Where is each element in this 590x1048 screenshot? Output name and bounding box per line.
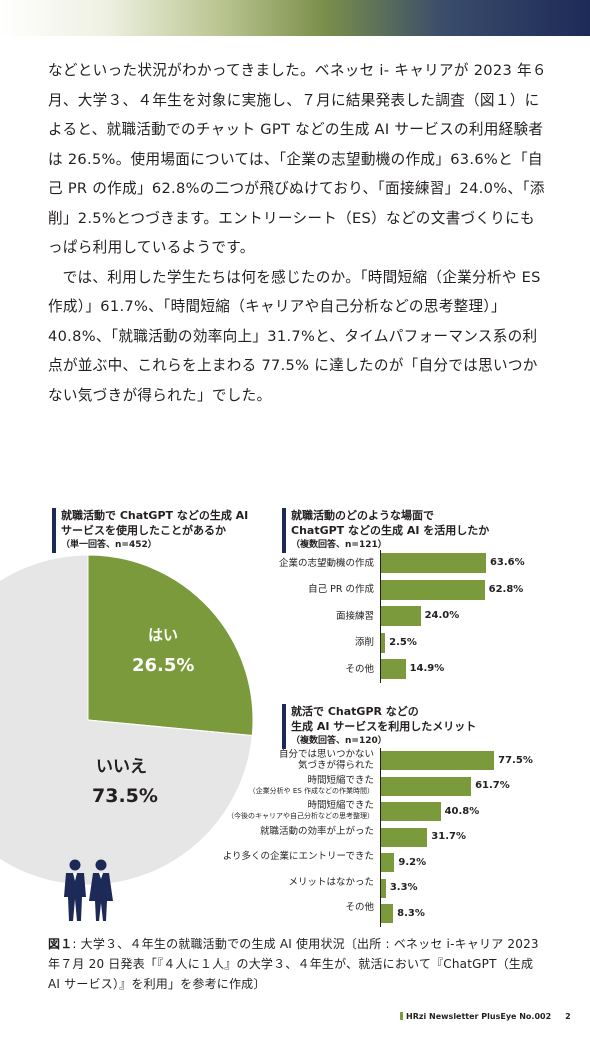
usage-title-line1: 就職活動のどのような場面で [291, 509, 434, 522]
bar2-axis [380, 748, 381, 927]
footer-mark [400, 1012, 403, 1020]
bar-category-label: 企業の志望動機の作成 [278, 557, 374, 569]
usage-scene-chart-title: 就職活動のどのような場面で ChatGPT などの生成 AI を活用したか （複… [282, 508, 551, 553]
bar [381, 904, 394, 923]
bar-category-label: 面接練習 [335, 610, 374, 622]
bar-category-label: より多くの企業にエントリーできた [222, 851, 374, 862]
paragraph-1: などといった状況がわかってきました。ベネッセ i- キャリアが 2023 年６月… [48, 62, 547, 256]
bar-category-label: 自分では思いつかない 気づきが得られた [278, 749, 374, 771]
bar [381, 878, 386, 898]
bar-value-label: 77.5% [498, 754, 533, 766]
pie-value-yes: 26.5% [132, 655, 194, 676]
pie-chart-title: 就職活動で ChatGPT などの生成 AI サービスを使用したことがあるか （… [52, 508, 276, 553]
pie-value-no: 73.5% [92, 785, 158, 807]
bar-value-label: 61.7% [475, 780, 510, 791]
merit-title-line2: 生成 AI サービスを利用したメリット [291, 720, 477, 733]
bar-category-label: 就職活動の効率が上がった [259, 825, 374, 837]
bar [381, 553, 486, 573]
pie-yes-value: 26.5% [132, 655, 195, 676]
bar1-axis [380, 550, 381, 683]
usage-title-line2: ChatGPT などの生成 AI を活用したか [291, 524, 490, 537]
pie-label-yes: はい [148, 624, 178, 645]
usage-scene-bar-chart: 企業の志望動機の作成 63.6% 自己 PR の作成 62.8% 面接練習 24.0% 添削… [180, 550, 560, 690]
bar [381, 827, 428, 847]
bar [381, 606, 421, 626]
bar-value-label: 63.6% [489, 557, 525, 568]
bar-value-label: 31.7% [431, 831, 466, 842]
businesspeople-icon [64, 859, 113, 921]
bar-category-label: その他 [345, 902, 374, 913]
bar-value-label: 24.0% [424, 610, 460, 621]
pie-no-category: いいえ [96, 757, 147, 777]
bar [381, 659, 406, 679]
pie-subtitle: （単一回答、n=452） [61, 540, 157, 550]
footer: HRzi Newsletter PlusEye No.002 2 [400, 1012, 571, 1021]
page-number: 2 [565, 1012, 571, 1021]
bar-category-label: 自己 PR の作成 [308, 584, 374, 595]
pie-no-value: 73.5% [92, 785, 158, 807]
merit-chart-title: 就活で ChatGPR などの 生成 AI サービスを利用したメリット （複数回… [282, 704, 551, 749]
bar-category-label: 時間短縮できた （今後のキャリアや自己分析などの思考整理） [227, 800, 374, 820]
pie-yes-category: はい [148, 626, 179, 644]
bar [381, 853, 395, 872]
pie-slice-yes [87, 555, 254, 737]
bar [381, 802, 441, 821]
pie-label-no: いいえ [96, 752, 147, 777]
caption-text: : 大学３、４年生の就職活動での生成 AI 使用状況〔出所 : ベネッセ i-キ… [48, 937, 539, 991]
bar-value-label: 62.8% [488, 583, 524, 595]
bar-category-label: 添削 [354, 637, 374, 648]
bar [381, 751, 495, 770]
pie-chart [0, 555, 254, 885]
usage-subtitle: （複数回答、n=121） [291, 540, 387, 550]
bar [381, 579, 485, 600]
merit-title-line1: 就活で ChatGPR などの [291, 705, 419, 718]
article-body: などといった状況がわかってきました。ベネッセ i- キャリアが 2023 年６月… [48, 56, 548, 410]
bar-category-label: 時間短縮できた （企業分析や ES 作成などの作業時間） [248, 774, 374, 795]
bar-value-label: 8.3% [397, 907, 425, 919]
bar [381, 632, 386, 653]
merit-subtitle: （複数回答、n=120） [291, 736, 387, 746]
bar-category-label: その他 [345, 663, 374, 675]
bar-category-label: メリットはなかった [288, 876, 374, 888]
bar [381, 776, 472, 796]
figure-caption: 図１: 大学３、４年生の就職活動での生成 AI 使用状況〔出所 : ベネッセ i… [48, 934, 548, 994]
pie-slice-no [0, 555, 253, 885]
bar-value-label: 9.2% [398, 856, 427, 868]
bar-value-label: 14.9% [409, 663, 445, 674]
paragraph-2: では、利用した学生たちは何を感じたのか。「時間短縮（企業分析や ES 作成）」6… [48, 268, 541, 404]
bar-value-label: 3.3% [389, 882, 418, 893]
footer-publication: HRzi Newsletter PlusEye No.002 [406, 1012, 552, 1021]
bar-value-label: 40.8% [444, 805, 480, 817]
header-band [0, 0, 590, 36]
merit-bar-chart: 自分では思いつかない 気づきが得られた 77.5% 時間短縮できた （企業分析や ES … [180, 748, 560, 928]
bar-value-label: 2.5% [389, 636, 417, 648]
caption-label: 図１ [48, 937, 73, 951]
pie-title-line1: 就職活動で ChatGPT などの生成 AI [61, 509, 249, 522]
pie-title-line2: サービスを使用したことがあるか [61, 524, 226, 537]
